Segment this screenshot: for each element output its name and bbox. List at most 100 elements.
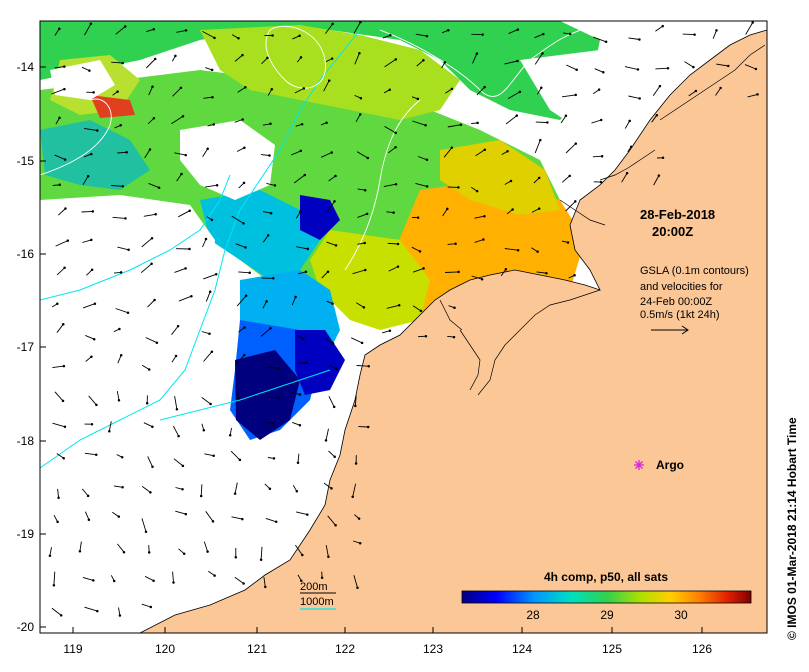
velocity-vector — [83, 127, 98, 131]
velocity-vector — [561, 175, 570, 183]
velocity-vector-head — [119, 271, 123, 274]
velocity-vector-head — [305, 361, 308, 365]
velocity-vector-head — [298, 393, 302, 396]
velocity-vector-head — [422, 59, 425, 62]
velocity-vector-head — [271, 34, 274, 37]
velocity-vector — [84, 452, 97, 456]
velocity-vector — [265, 517, 277, 523]
velocity-vector — [175, 510, 186, 515]
velocity-vector — [82, 576, 94, 581]
velocity-vector — [201, 331, 210, 335]
velocity-vector-head — [457, 270, 460, 274]
velocity-vector-head — [181, 464, 185, 468]
lon-tick-label: 126 — [692, 642, 712, 656]
velocity-vector — [117, 246, 129, 251]
velocity-vector — [56, 267, 65, 276]
velocity-vector — [265, 366, 279, 369]
velocity-vector-head — [298, 34, 301, 38]
velocity-vector-head — [190, 294, 193, 298]
velocity-vector — [53, 514, 58, 523]
velocity-vector-head — [241, 53, 244, 57]
velocity-vector-head — [362, 306, 366, 309]
velocity-vector-head — [602, 71, 605, 74]
velocity-vector-head — [238, 458, 242, 462]
velocity-vector — [328, 450, 336, 458]
velocity-vector-head — [248, 271, 251, 275]
velocity-vector-head — [64, 207, 67, 210]
colorbar — [461, 590, 752, 604]
velocity-vector-head — [210, 218, 214, 222]
velocity-vector — [204, 453, 214, 457]
velocity-vector-head — [147, 368, 151, 371]
velocity-vector-head — [272, 277, 275, 280]
velocity-vector-head — [536, 250, 539, 253]
velocity-vector — [145, 58, 156, 69]
velocity-vector-head — [181, 488, 184, 491]
velocity-vector — [325, 23, 334, 34]
velocity-vector — [84, 23, 92, 36]
velocity-vector-head — [481, 33, 484, 36]
velocity-vector — [383, 183, 397, 188]
velocity-vector — [621, 172, 628, 183]
velocity-vector — [412, 120, 426, 126]
velocity-vector-head — [92, 91, 95, 94]
velocity-vector-head — [298, 423, 302, 427]
isobaths — [40, 29, 361, 469]
velocity-vector — [116, 391, 120, 401]
velocity-vector — [471, 275, 483, 280]
velocity-vector — [208, 570, 215, 576]
velocity-vector-head — [119, 353, 123, 357]
velocity-vector — [234, 354, 245, 366]
isobath-legend-shallow: 200m — [300, 581, 328, 593]
velocity-vector-head — [62, 457, 65, 460]
velocity-vector — [445, 88, 453, 94]
velocity-vector-head — [151, 85, 154, 89]
velocity-vector-head — [483, 148, 487, 151]
velocity-vector-head — [124, 217, 127, 220]
velocity-vector-head — [459, 123, 463, 126]
colorbar-tick: 28 — [526, 608, 540, 622]
velocity-vector — [591, 119, 602, 124]
velocity-vector-head — [63, 425, 67, 429]
velocity-vector-head — [454, 242, 457, 245]
velocity-vector-head — [125, 150, 128, 154]
velocity-vector — [205, 291, 211, 302]
velocity-vector-head — [63, 87, 66, 91]
velocity-vector — [328, 175, 336, 182]
velocity-vector-head — [396, 242, 400, 246]
velocity-vector — [260, 154, 270, 156]
velocity-vector-head — [327, 555, 330, 559]
velocity-vector — [51, 88, 65, 95]
velocity-vector — [323, 80, 330, 92]
gsla-note-line: 24-Feb 00:00Z — [640, 296, 712, 308]
velocity-vector-head — [93, 302, 97, 305]
velocity-vector-head — [416, 97, 420, 101]
velocity-vector — [57, 488, 60, 498]
velocity-vector-head — [422, 267, 425, 270]
velocity-vector — [267, 396, 279, 399]
velocity-vector-head — [233, 492, 237, 495]
velocity-vector — [262, 123, 271, 126]
velocity-vector-head — [172, 581, 175, 584]
velocity-vector — [54, 154, 66, 161]
sst-patches — [40, 21, 640, 470]
velocity-vector-head — [243, 146, 246, 149]
velocity-vector — [445, 271, 459, 273]
velocity-vector-head — [657, 174, 661, 177]
velocity-vector-head — [320, 576, 324, 580]
velocity-vector — [443, 147, 453, 158]
velocity-vector — [262, 235, 269, 243]
velocity-vector-head — [273, 184, 277, 187]
velocity-vector — [294, 88, 305, 94]
lat-tick-label: -14 — [17, 60, 35, 74]
velocity-vector-head — [418, 250, 422, 253]
colorbar-tick: 30 — [674, 608, 688, 622]
velocity-vector — [112, 216, 126, 219]
velocity-vector — [202, 148, 209, 158]
velocity-vector-head — [181, 115, 185, 118]
credit-text: © IMOS 01-Mar-2018 21:14 Hobart Time — [785, 417, 799, 640]
velocity-vector — [145, 337, 158, 344]
velocity-vector-head — [296, 461, 300, 464]
velocity-vector — [52, 422, 66, 428]
velocity-vector — [148, 182, 160, 189]
